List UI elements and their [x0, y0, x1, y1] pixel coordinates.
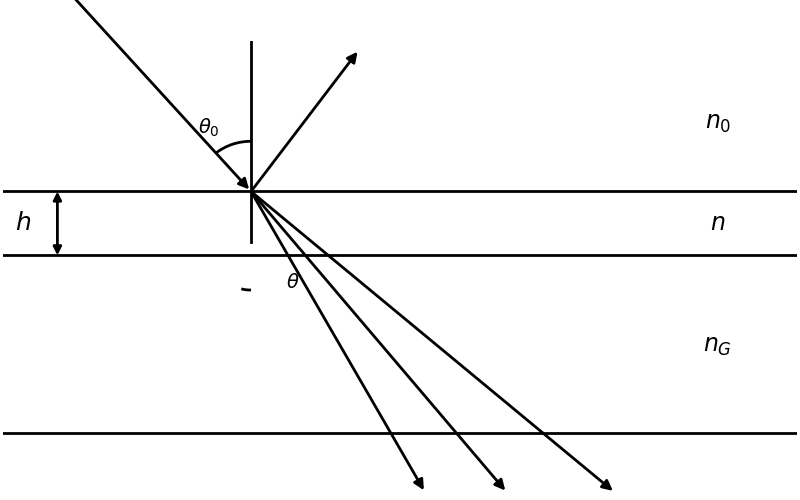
Text: $\theta$: $\theta$ [286, 273, 299, 292]
Text: $n_G$: $n_G$ [703, 335, 732, 358]
Text: $n$: $n$ [710, 212, 726, 235]
Text: $n_0$: $n_0$ [705, 112, 731, 134]
Text: $\theta_0$: $\theta_0$ [198, 116, 220, 138]
Text: $h$: $h$ [14, 212, 30, 235]
